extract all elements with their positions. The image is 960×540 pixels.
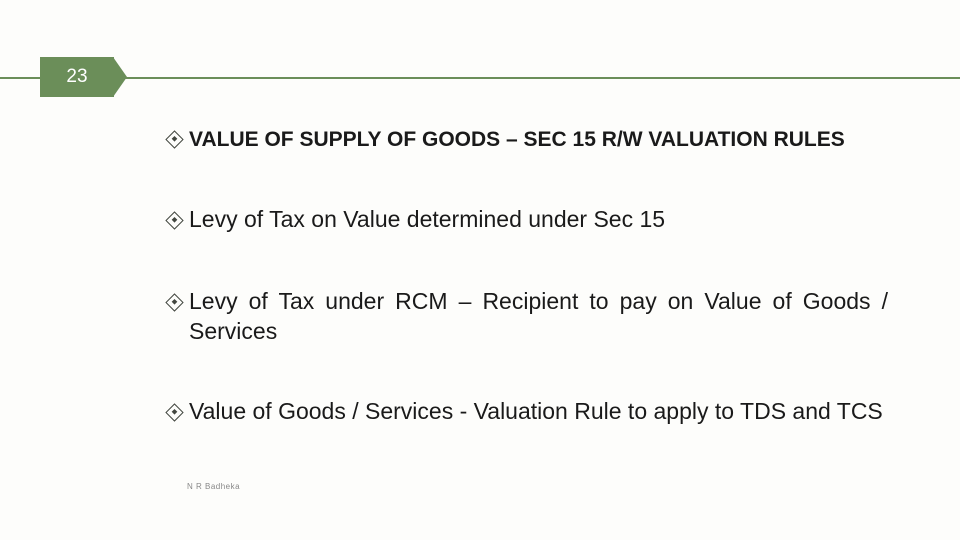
- diamond-icon: [165, 130, 183, 148]
- bullet-item: VALUE OF SUPPLY OF GOODS – SEC 15 R/W VA…: [168, 126, 888, 153]
- bullet-text: Levy of Tax under RCM – Recipient to pay…: [189, 287, 888, 347]
- bullet-text: Levy of Tax on Value determined under Se…: [189, 205, 665, 235]
- horizontal-accent-line: [0, 77, 960, 79]
- footer-author: N R Badheka: [187, 482, 240, 491]
- diamond-icon: [165, 293, 183, 311]
- slide-content: VALUE OF SUPPLY OF GOODS – SEC 15 R/W VA…: [168, 126, 888, 427]
- slide-number-arrow: [113, 57, 127, 97]
- diamond-icon: [165, 212, 183, 230]
- bullet-text: Value of Goods / Services - Valuation Ru…: [189, 397, 883, 427]
- diamond-icon: [165, 403, 183, 421]
- bullet-item: Levy of Tax under RCM – Recipient to pay…: [168, 287, 888, 347]
- bullet-text: VALUE OF SUPPLY OF GOODS – SEC 15 R/W VA…: [189, 126, 845, 153]
- bullet-item: Levy of Tax on Value determined under Se…: [168, 205, 888, 235]
- slide-number-box: 23: [40, 57, 114, 97]
- bullet-item: Value of Goods / Services - Valuation Ru…: [168, 397, 888, 427]
- slide-number: 23: [66, 66, 87, 88]
